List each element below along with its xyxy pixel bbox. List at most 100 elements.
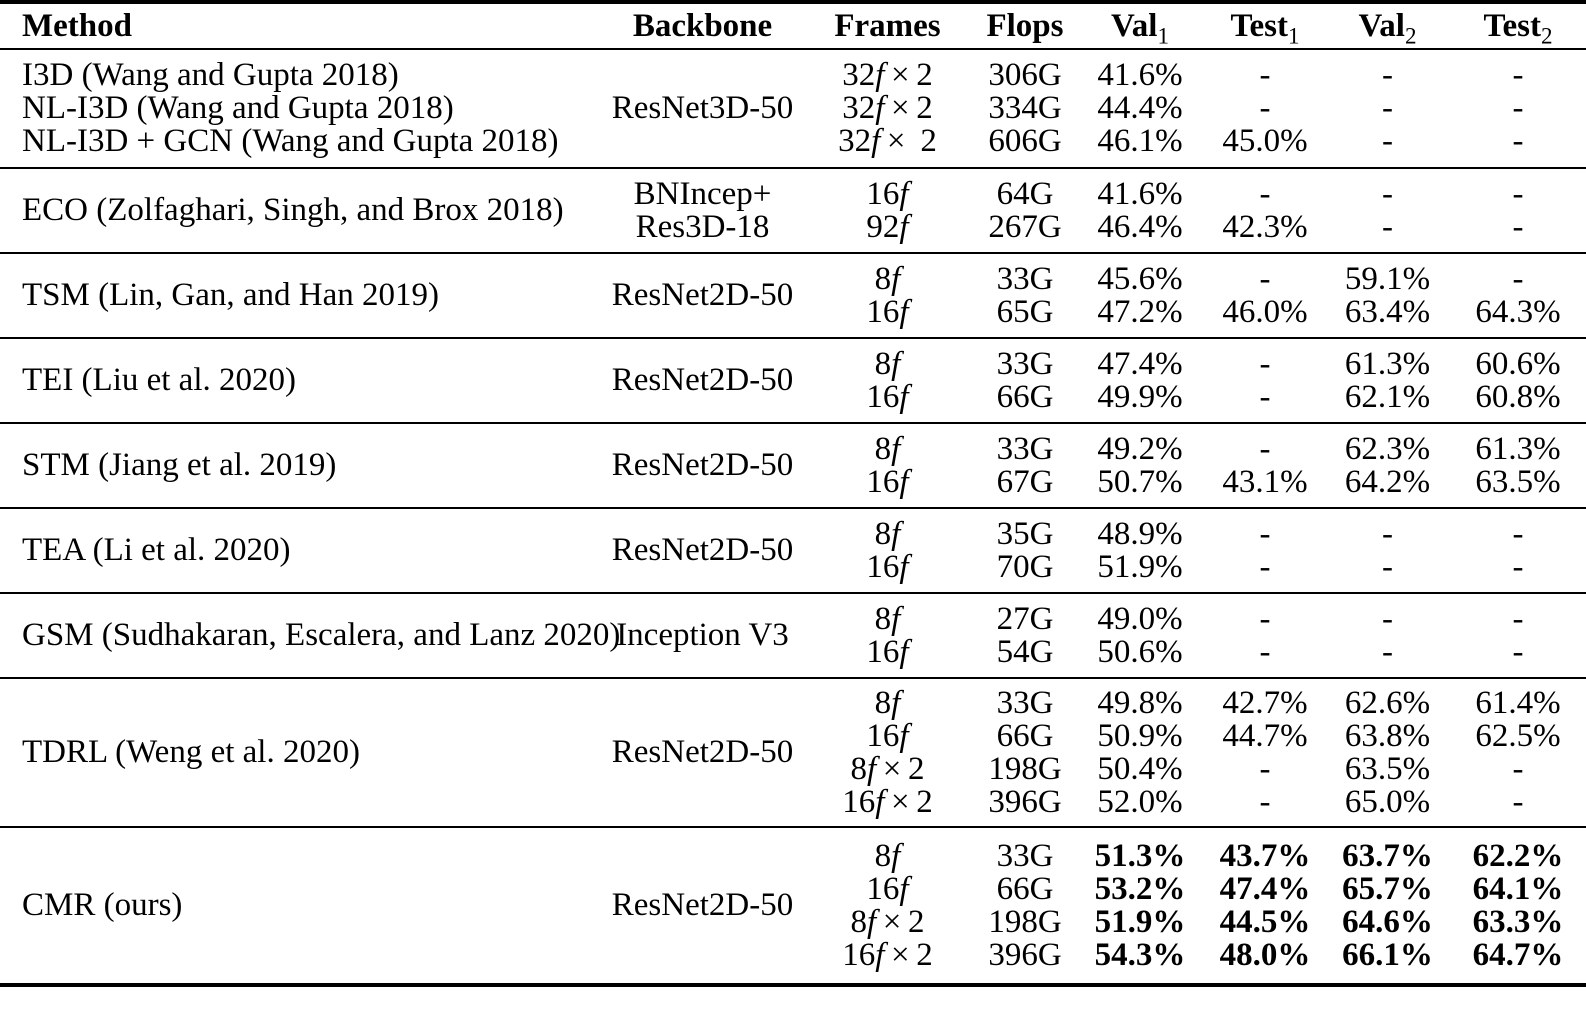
frames-value: 16f (866, 633, 909, 670)
val2-value: 66.1% (1342, 936, 1433, 973)
flops-value: 70G (996, 548, 1054, 585)
flops-value: 66G (996, 870, 1054, 907)
cell-val1: 45.6% 47.2% (1075, 253, 1205, 338)
column-header-label: Test (1483, 7, 1541, 44)
test2-value: 61.4% (1475, 684, 1561, 721)
cell-test2: 62.2% 64.1% 63.3% 64.7% (1450, 827, 1586, 985)
flops-value: 65G (996, 293, 1054, 330)
val1-value: 50.9% (1097, 717, 1183, 754)
group-row-1: I3D (Wang and Gupta 2018) NL-I3D (Wang an… (0, 49, 1586, 168)
cell-frames: 16f 92f (800, 168, 975, 253)
test1-value: 44.7% (1222, 717, 1308, 754)
cell-method: CMR (ours) (0, 827, 605, 985)
flops-value: 64G (996, 175, 1054, 212)
column-header-label: Test (1230, 7, 1288, 44)
val1-value: 50.4% (1097, 750, 1183, 787)
test2-value: - (1512, 260, 1524, 297)
val2-value: - (1382, 515, 1393, 552)
backbone-value: ResNet3D-50 (611, 90, 794, 126)
test2-value: 64.3% (1475, 293, 1561, 330)
cell-method: I3D (Wang and Gupta 2018) NL-I3D (Wang an… (0, 49, 605, 168)
cell-val1: 49.8% 50.9% 50.4% 52.0% (1075, 678, 1205, 827)
test1-value: - (1259, 378, 1271, 415)
val2-value: 62.1% (1344, 378, 1431, 415)
cell-test1: -46.0% (1205, 253, 1325, 338)
method-value: GSM (Sudhakaran, Escalera, and Lanz 2020… (22, 617, 621, 653)
cell-val1: 47.4% 49.9% (1075, 338, 1205, 423)
cell-method: TEI (Liu et al. 2020) (0, 338, 605, 423)
test1-value: 42.3% (1222, 208, 1308, 245)
group-row-6: TEA (Li et al. 2020) ResNet2D-50 8f 16f 35G 7… (0, 508, 1586, 593)
flops-value: 67G (996, 463, 1054, 500)
test1-value: - (1259, 515, 1271, 552)
cell-method: TDRL (Weng et al. 2020) (0, 678, 605, 827)
val1-value: 49.9% (1097, 378, 1183, 415)
cell-test1: 42.7% 44.7% - - (1205, 678, 1325, 827)
cell-val2: -- (1325, 168, 1450, 253)
group-row-8: TDRL (Weng et al. 2020) ResNet2D-50 8f 16f 8… (0, 678, 1586, 827)
backbone-value: ResNet2D-50 (611, 887, 794, 923)
cell-frames: 8f 16f (800, 593, 975, 678)
flops-value: 33G (996, 345, 1054, 382)
group-row-5: STM (Jiang et al. 2019) ResNet2D-50 8f 16f 3… (0, 423, 1586, 508)
cell-backbone: ResNet3D-50 (605, 49, 800, 168)
val2-value: 64.2% (1344, 463, 1431, 500)
flops-value: 35G (996, 515, 1054, 552)
val1-value: 41.6% (1097, 57, 1183, 93)
column-header-frames: Frames (800, 2, 975, 49)
frames-value: 16f (866, 378, 909, 415)
test2-value: 60.6% (1475, 345, 1561, 382)
cell-frames: 8f 16f 8f × 2 16f × 2 (800, 827, 975, 985)
flops-value: 396G (988, 783, 1062, 820)
val2-value: - (1382, 123, 1393, 159)
cell-test2: -- (1450, 593, 1586, 678)
flops-value: 396G (988, 936, 1062, 973)
header-row: Method Backbone Frames Flops Val1 Test1 Val2 Te… (0, 2, 1586, 49)
frames-value: 16f (866, 463, 909, 500)
column-header-label: Val (1110, 7, 1158, 44)
val1-value: 44.4% (1097, 90, 1183, 126)
test2-value: - (1512, 175, 1524, 212)
backbone-value: Res3D-18 (635, 208, 770, 245)
cell-val2: 62.6% 63.8% 63.5% 65.0% (1325, 678, 1450, 827)
cell-val2: --- (1325, 49, 1450, 168)
cell-backbone: BNIncep+ Res3D-18 (605, 168, 800, 253)
group-row-7: GSM (Sudhakaran, Escalera, and Lanz 2020… (0, 593, 1586, 678)
val2-value: 65.0% (1344, 783, 1431, 820)
flops-value: 66G (996, 378, 1054, 415)
column-header-flops: Flops (975, 2, 1075, 49)
val1-value: 51.3% (1094, 837, 1186, 874)
val2-value: 63.8% (1344, 717, 1431, 754)
frames-value: 8f × 2 (850, 903, 925, 940)
val1-value: 50.7% (1097, 463, 1183, 500)
method-value: STM (Jiang et al. 2019) (22, 447, 337, 483)
frames-value: 8f (874, 260, 901, 297)
flops-value: 334G (988, 90, 1062, 126)
val2-value: - (1382, 175, 1393, 212)
test2-value: - (1512, 123, 1524, 159)
method-value: TEA (Li et al. 2020) (22, 532, 291, 568)
frames-value: 8f (874, 600, 901, 637)
test2-value: 63.5% (1475, 463, 1561, 500)
cell-val1: 49.2% 50.7% (1075, 423, 1205, 508)
frames-value: 32f × 2 (842, 90, 933, 126)
column-header-backbone: Backbone (605, 2, 800, 49)
cell-flops: 33G 65G (975, 253, 1075, 338)
cell-val2: -- (1325, 593, 1450, 678)
test2-value: - (1512, 90, 1524, 126)
test2-value: - (1512, 208, 1524, 245)
column-header-label: Method (22, 7, 132, 44)
cell-method: TSM (Lin, Gan, and Han 2019) (0, 253, 605, 338)
group-row-2: ECO (Zolfaghari, Singh, and Brox 2018) BN… (0, 168, 1586, 253)
val1-value: 45.6% (1097, 260, 1183, 297)
column-header-label: Flops (986, 7, 1064, 44)
cell-val2: -- (1325, 508, 1450, 593)
flops-value: 267G (988, 208, 1062, 245)
frames-value: 8f × 2 (850, 750, 925, 787)
val1-value: 48.9% (1097, 515, 1183, 552)
cell-test2: -- (1450, 508, 1586, 593)
method-value: NL-I3D + GCN (Wang and Gupta 2018) (22, 123, 559, 159)
group-row-3: TSM (Lin, Gan, and Han 2019) ResNet2D-50 8… (0, 253, 1586, 338)
val2-value: - (1382, 57, 1393, 93)
flops-value: 198G (988, 903, 1062, 940)
